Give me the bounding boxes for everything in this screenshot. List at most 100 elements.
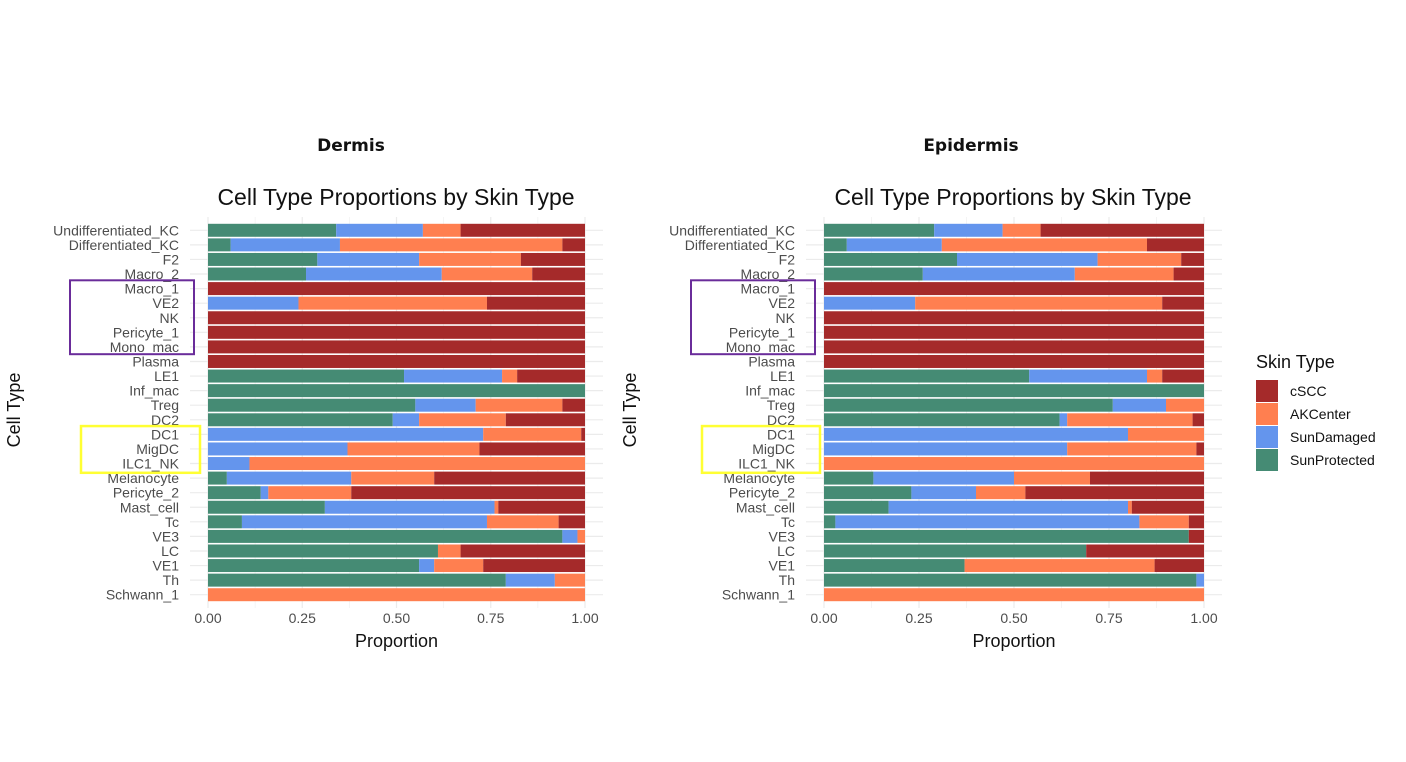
x-tick-label: 0.25 — [905, 610, 932, 626]
bar-segment-sundamaged-ve2 — [824, 296, 916, 310]
bar-segment-sunprotected-macro_2 — [208, 267, 307, 281]
bar-segment-sundamaged-th — [1196, 573, 1204, 587]
y-tick-label: Th — [163, 572, 179, 588]
y-tick-label: VE1 — [153, 558, 180, 574]
y-tick-label: ILC1_NK — [738, 456, 795, 472]
y-tick-label: NK — [776, 310, 796, 326]
y-tick-label: Melanocyte — [107, 470, 179, 486]
legend: Skin Type cSCC AKCenter SunDamaged SunProte… — [1256, 352, 1376, 471]
bar-segment-cscc-ve2 — [486, 296, 585, 310]
bar-segment-cscc-macro_1 — [208, 282, 585, 296]
bar-segment-sundamaged-differentiated_kc — [230, 238, 340, 252]
y-tick-label: Pericyte_1 — [113, 324, 179, 340]
bar-segment-cscc-ve1 — [1154, 559, 1204, 573]
bar-segment-sundamaged-melanocyte — [226, 471, 352, 485]
bar-segment-sunprotected-differentiated_kc — [824, 238, 847, 252]
bar-segment-sunprotected-treg — [208, 398, 416, 412]
x-axis-label: Proportion — [972, 631, 1055, 651]
bar-segment-sunprotected-tc — [208, 515, 242, 529]
y-tick-label: Treg — [151, 397, 179, 413]
bar-segment-akcenter-ve2 — [915, 296, 1163, 310]
y-tick-label: VE3 — [769, 528, 796, 544]
x-tick-label: 0.50 — [383, 610, 410, 626]
y-tick-label: VE2 — [769, 295, 796, 311]
bar-segment-sunprotected-dc2 — [824, 413, 1060, 427]
bar-segment-akcenter-ve1 — [434, 559, 484, 573]
bar-segment-akcenter-ilc1_nk — [249, 457, 585, 471]
bars — [824, 223, 1204, 602]
bar-segment-sunprotected-ve3 — [208, 529, 563, 543]
y-axis-label: Cell Type — [620, 373, 640, 448]
bar-segment-sundamaged-treg — [415, 398, 476, 412]
y-tick-label: Schwann_1 — [722, 587, 795, 603]
bar-segment-cscc-mono_mac — [208, 340, 585, 354]
y-tick-label: Th — [779, 572, 795, 588]
bar-segment-sundamaged-ve2 — [208, 296, 299, 310]
legend-label: AKCenter — [1290, 406, 1351, 422]
bar-segment-sunprotected-inf_mac — [208, 384, 585, 398]
bar-segment-sundamaged-migdc — [824, 442, 1068, 456]
y-tick-label: Treg — [767, 397, 795, 413]
bar-segment-cscc-migdc — [479, 442, 585, 456]
bar-segment-cscc-le1 — [517, 369, 585, 383]
bar-segment-sundamaged-melanocyte — [873, 471, 1014, 485]
x-axis-label: Proportion — [355, 631, 438, 651]
bar-segment-sundamaged-undifferentiated_kc — [336, 223, 423, 237]
y-tick-label: DC2 — [151, 412, 179, 428]
bar-segment-cscc-macro_1 — [824, 282, 1204, 296]
y-tick-label: Differentiated_KC — [685, 237, 795, 253]
bar-segment-sunprotected-undifferentiated_kc — [208, 223, 337, 237]
bar-segment-sunprotected-th — [824, 573, 1197, 587]
bar-segment-akcenter-pericyte_2 — [268, 486, 352, 500]
highlight-box-purple — [690, 279, 816, 356]
bar-segment-akcenter-le1 — [502, 369, 518, 383]
bar-segment-cscc-treg — [562, 398, 585, 412]
bar-segment-akcenter-undifferentiated_kc — [1002, 223, 1041, 237]
y-tick-label: DC1 — [767, 426, 795, 442]
bar-segment-akcenter-tc — [486, 515, 559, 529]
chart-title: Cell Type Proportions by Skin Type — [217, 184, 574, 210]
y-tick-label: Macro_1 — [741, 281, 796, 297]
bar-segment-sundamaged-undifferentiated_kc — [934, 223, 1003, 237]
bar-segment-akcenter-migdc — [347, 442, 480, 456]
bar-segment-sundamaged-mast_cell — [888, 500, 1128, 514]
bar-segment-sunprotected-tc — [824, 515, 836, 529]
bar-segment-akcenter-macro_2 — [1074, 267, 1174, 281]
y-tick-label: LC — [777, 543, 795, 559]
y-tick-label: Macro_1 — [125, 281, 180, 297]
bar-segment-sunprotected-lc — [208, 544, 438, 558]
y-tick-label: Melanocyte — [723, 470, 795, 486]
bar-segment-sunprotected-inf_mac — [824, 384, 1204, 398]
bar-segment-cscc-undifferentiated_kc — [1040, 223, 1204, 237]
bar-segment-cscc-dc2 — [1192, 413, 1204, 427]
bar-segment-sunprotected-lc — [824, 544, 1087, 558]
legend-swatch-akcenter — [1256, 403, 1278, 425]
bar-segment-cscc-pericyte_1 — [824, 325, 1204, 339]
bar-segment-cscc-ve1 — [483, 559, 585, 573]
panel-title: Dermis — [317, 136, 385, 156]
bar-segment-akcenter-differentiated_kc — [941, 238, 1147, 252]
bar-segment-akcenter-undifferentiated_kc — [422, 223, 461, 237]
y-tick-label: Inf_mac — [129, 383, 179, 399]
y-tick-label: F2 — [779, 251, 796, 267]
y-tick-label: Pericyte_1 — [729, 324, 795, 340]
bar-segment-sunprotected-differentiated_kc — [208, 238, 231, 252]
bar-segment-sundamaged-macro_2 — [922, 267, 1075, 281]
bar-segment-sundamaged-dc2 — [1059, 413, 1068, 427]
bar-segment-akcenter-differentiated_kc — [339, 238, 563, 252]
x-tick-label: 0.75 — [1095, 610, 1122, 626]
y-tick-label: Macro_2 — [741, 266, 796, 282]
bar-segment-cscc-undifferentiated_kc — [460, 223, 585, 237]
y-tick-label: LE1 — [770, 368, 795, 384]
bar-segment-sundamaged-treg — [1112, 398, 1166, 412]
bar-segment-cscc-dc1 — [581, 427, 585, 441]
panel-dermis: Dermis Cell Type Proportions by Skin Type… — [4, 136, 603, 651]
bar-segment-cscc-melanocyte — [434, 471, 585, 485]
y-tick-label: Tc — [165, 514, 179, 530]
bar-segment-cscc-f2 — [1181, 252, 1204, 266]
bar-segment-cscc-mast_cell — [1131, 500, 1204, 514]
bar-segment-akcenter-ve1 — [964, 559, 1155, 573]
bar-segment-cscc-nk — [824, 311, 1204, 325]
bar-segment-sundamaged-differentiated_kc — [846, 238, 942, 252]
bar-segment-akcenter-f2 — [419, 252, 521, 266]
